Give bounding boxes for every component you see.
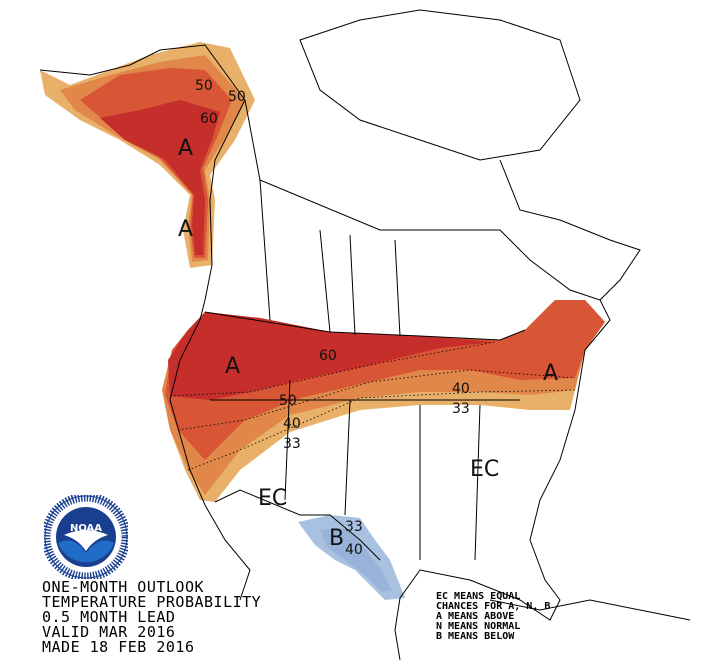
caption-made: MADE 18 FEB 2016: [42, 638, 195, 656]
category-label-alaska: A: [178, 136, 193, 161]
category-label-panhandle: A: [178, 217, 193, 242]
contour-label: 50: [195, 78, 213, 94]
contour-lines: [169, 341, 576, 471]
coastlines-and-borders: [39, 9, 691, 661]
contour-label: 50: [279, 393, 297, 409]
map-caption: ONE-MONTH OUTLOOK TEMPERATURE PROBABILIT…: [42, 580, 261, 655]
contour-label: 60: [319, 348, 337, 364]
legend-line: N MEANS NORMAL: [436, 621, 521, 632]
contour-label: 40: [345, 542, 363, 558]
caption-variable: TEMPERATURE PROBABILITY: [42, 593, 262, 611]
contour-label: 60: [200, 111, 218, 127]
legend-line: CHANCES FOR A, N, B: [436, 601, 551, 612]
contour-label: 33: [283, 436, 301, 452]
contour-label: 40: [283, 416, 301, 432]
contour-label: 33: [452, 401, 470, 417]
caption-title: ONE-MONTH OUTLOOK: [42, 578, 205, 596]
alaska-above-region: [40, 42, 255, 268]
category-label-ec-east: EC: [470, 457, 499, 482]
caption-valid: VALID MAR 2016: [42, 623, 176, 641]
contour-label: 40: [452, 381, 470, 397]
contour-label: 50: [228, 89, 246, 105]
legend-line: B MEANS BELOW: [436, 631, 515, 642]
caption-lead: 0.5 MONTH LEAD: [42, 608, 176, 626]
legend-line: A MEANS ABOVE: [436, 611, 515, 622]
category-label-ec-west: EC: [258, 486, 287, 511]
contour-label: 33: [345, 519, 363, 535]
category-label-northwest: A: [225, 354, 240, 379]
noaa-logo: NOAA: [44, 495, 128, 579]
conus-above-region: [162, 300, 605, 502]
map-legend: EC MEANS EQUAL CHANCES FOR A, N, B A MEA…: [436, 592, 550, 642]
category-label-below: B: [329, 526, 344, 551]
noaa-logo-text: NOAA: [70, 523, 102, 534]
legend-line: EC MEANS EQUAL: [436, 591, 521, 602]
texas-below-region: [298, 515, 405, 600]
category-label-northeast: A: [543, 361, 558, 386]
